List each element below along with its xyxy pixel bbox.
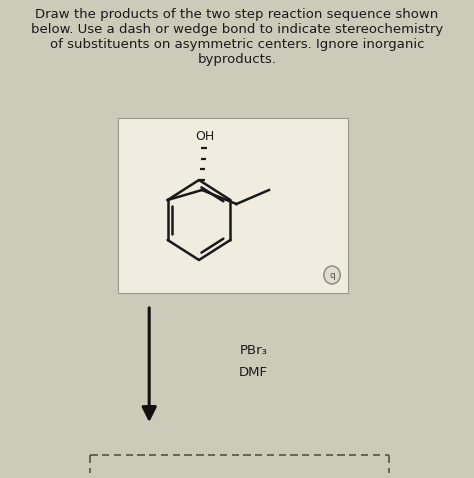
Text: PBr₃: PBr₃ [239,344,267,357]
Circle shape [324,266,340,284]
Text: DMF: DMF [239,367,268,380]
Bar [118,118,348,293]
Text: OH: OH [195,130,214,143]
Text: Draw the products of the two step reaction sequence shown
below. Use a dash or w: Draw the products of the two step reacti… [31,8,443,66]
Text: q: q [329,272,335,281]
